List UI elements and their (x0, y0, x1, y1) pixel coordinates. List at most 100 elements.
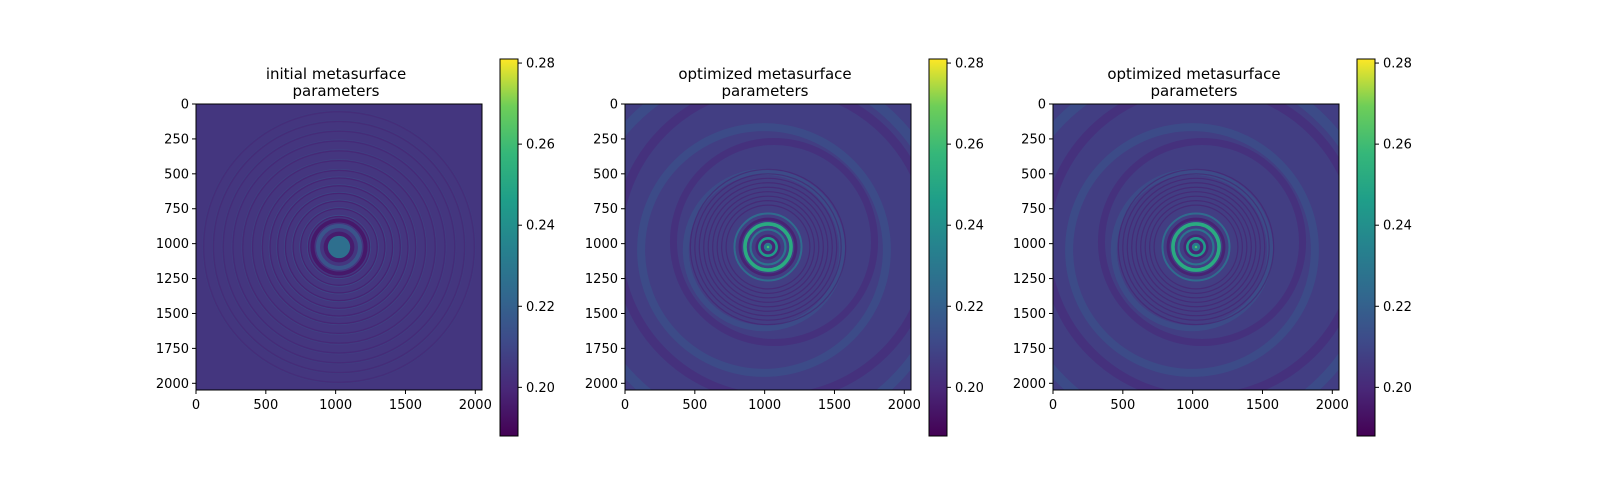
fringe-ring (241, 149, 437, 345)
bright-ring (758, 237, 778, 257)
colorbar-gradient (500, 59, 518, 436)
fine-ring (689, 168, 847, 326)
colorbar: 0.20 0.22 0.24 0.26 0.28 (499, 57, 555, 437)
dark-ring (310, 218, 368, 276)
heatmap-image (625, 104, 911, 390)
x-tick-label: 2000 (459, 398, 492, 413)
fringe-ring (299, 207, 379, 287)
chart-title: optimized metasurface (1107, 65, 1280, 83)
fine-ring (1117, 168, 1275, 326)
heatmap-panel-3: 0 500 1000 1500 2000025050075010001250150017… (1013, 57, 1412, 437)
bright-ring (743, 222, 793, 272)
swirl-ring (1110, 168, 1274, 332)
x-tick-label: 2000 (1316, 398, 1349, 413)
fringe-ring (241, 149, 437, 345)
heatmap-image (1053, 104, 1339, 390)
colorbar-tick-label: 0.24 (955, 219, 984, 234)
fringe-ring (276, 184, 402, 310)
x-tick-label: 0 (192, 398, 200, 413)
y-tick-label: 2000 (585, 377, 618, 392)
fringe-ring (212, 120, 466, 374)
fringe-ring (211, 119, 467, 375)
y-tick-label: 750 (164, 202, 189, 217)
swirl-ring (637, 123, 891, 377)
colorbar-tick-label: 0.22 (526, 300, 555, 315)
y-tick-label: 250 (1021, 132, 1046, 147)
fringe-ring (284, 192, 394, 302)
chart-title: parameters (292, 82, 379, 100)
swirl-ring (1097, 137, 1307, 347)
ring (316, 224, 362, 270)
colorbar-tick-label: 0.26 (1383, 138, 1412, 153)
y-tick-label: 1000 (156, 237, 189, 252)
y-tick-label: 250 (593, 132, 618, 147)
swirl-ring (1065, 123, 1319, 377)
y-tick-label: 750 (593, 202, 618, 217)
colorbar-frame (1356, 58, 1376, 437)
x-tick-label: 500 (253, 398, 278, 413)
x-tick-label: 1000 (1176, 398, 1209, 413)
y-tick-label: 0 (610, 98, 618, 113)
fine-ring (1135, 186, 1257, 308)
center-spot (1194, 245, 1198, 249)
y-tick-label: 1000 (1013, 237, 1046, 252)
x-tick-label: 500 (1110, 398, 1135, 413)
colorbar-tick-label: 0.24 (526, 219, 555, 234)
y-tick-label: 0 (1038, 98, 1046, 113)
colorbar-tick-label: 0.20 (526, 381, 555, 396)
heatmap-image (196, 104, 482, 390)
fine-ring (1149, 200, 1243, 294)
bright-ring (1186, 237, 1206, 257)
fine-ring (1131, 182, 1261, 312)
y-tick-label: 500 (593, 167, 618, 182)
ring (1177, 228, 1215, 266)
y-tick-label: 500 (164, 167, 189, 182)
fringe-ring (269, 177, 409, 317)
fringe-ring (276, 184, 402, 310)
y-tick-label: 1500 (585, 307, 618, 322)
fine-ring (707, 186, 829, 308)
fine-ring (694, 173, 842, 321)
dark-ring (1166, 217, 1226, 277)
fine-ring (725, 204, 811, 290)
ring (733, 212, 803, 282)
colorbar-tick-label: 0.22 (1383, 300, 1412, 315)
fringe-ring (251, 159, 427, 335)
colorbar-gradient (929, 59, 947, 436)
fine-ring (1144, 195, 1248, 299)
colorbar-frame (928, 58, 948, 437)
fine-ring (698, 177, 838, 317)
heatmap-panel-1: 0 500 1000 1500 2000025050075010001250150017… (156, 57, 555, 437)
x-tick-label: 1000 (748, 398, 781, 413)
fringe-ring (261, 169, 417, 325)
y-tick-label: 0 (181, 98, 189, 113)
fringe-ring (306, 214, 372, 280)
y-tick-label: 250 (164, 132, 189, 147)
y-tick-label: 1250 (156, 272, 189, 287)
fringe-ring (283, 191, 395, 303)
fringe-ring (232, 140, 446, 354)
fringe-ring (231, 139, 447, 355)
swirl-ring (669, 137, 879, 347)
y-tick-label: 2000 (1013, 377, 1046, 392)
center-core (327, 235, 351, 259)
fringe-ring (221, 129, 457, 365)
chart-title: initial metasurface (266, 65, 406, 83)
colorbar-tick-label: 0.28 (955, 57, 984, 72)
colorbar-tick-label: 0.22 (955, 300, 984, 315)
fringe-ring (202, 110, 476, 384)
ring (1161, 212, 1231, 282)
y-tick-label: 1250 (585, 272, 618, 287)
chart-title: parameters (1150, 82, 1237, 100)
x-tick-label: 1500 (1246, 398, 1279, 413)
colorbar-tick-label: 0.28 (526, 57, 555, 72)
colorbar-tick-label: 0.28 (1383, 57, 1412, 72)
x-tick-label: 1500 (818, 398, 851, 413)
x-tick-label: 0 (1049, 398, 1057, 413)
y-tick-label: 500 (1021, 167, 1046, 182)
y-tick-label: 1250 (1013, 272, 1046, 287)
y-tick-label: 1750 (585, 342, 618, 357)
y-tick-label: 1500 (1013, 307, 1046, 322)
y-tick-label: 1750 (156, 342, 189, 357)
